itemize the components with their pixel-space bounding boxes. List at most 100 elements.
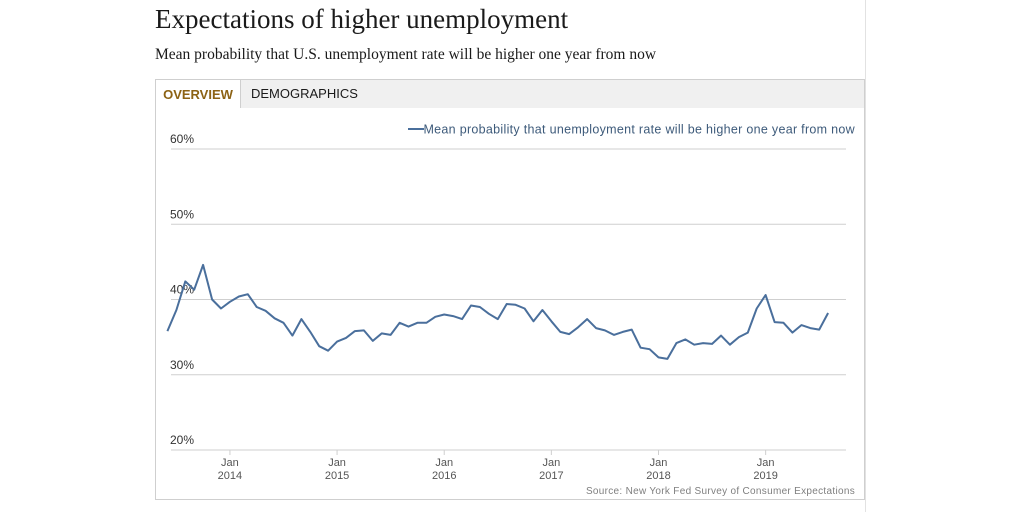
- data-point[interactable]: [583, 315, 591, 323]
- tab-demographics[interactable]: DEMOGRAPHICS: [251, 86, 358, 101]
- data-point[interactable]: [199, 261, 207, 269]
- data-point[interactable]: [663, 355, 671, 363]
- data-point[interactable]: [440, 311, 448, 319]
- y-tick-label: 20%: [170, 433, 194, 447]
- data-point[interactable]: [306, 328, 314, 336]
- chart-source: Source: New York Fed Survey of Consumer …: [586, 486, 855, 497]
- data-point[interactable]: [351, 327, 359, 335]
- data-point[interactable]: [485, 310, 493, 318]
- data-point[interactable]: [431, 313, 439, 321]
- data-point[interactable]: [530, 317, 538, 325]
- data-point[interactable]: [315, 342, 323, 350]
- data-point[interactable]: [708, 340, 716, 348]
- data-point[interactable]: [271, 314, 279, 322]
- data-point[interactable]: [610, 331, 618, 339]
- data-point[interactable]: [637, 344, 645, 352]
- data-point[interactable]: [646, 345, 654, 353]
- x-tick-label-year: 2019: [753, 470, 777, 482]
- x-tick-label-year: 2016: [432, 470, 456, 482]
- data-point[interactable]: [503, 300, 511, 308]
- data-point[interactable]: [217, 305, 225, 313]
- data-point[interactable]: [574, 323, 582, 331]
- data-point[interactable]: [717, 332, 725, 340]
- data-point[interactable]: [422, 319, 430, 327]
- y-tick-label: 30%: [170, 358, 194, 372]
- data-point[interactable]: [163, 327, 171, 335]
- y-tick-label: 50%: [170, 207, 194, 221]
- data-point[interactable]: [476, 303, 484, 311]
- data-point[interactable]: [762, 291, 770, 299]
- x-tick-label-year: 2015: [325, 470, 349, 482]
- data-point[interactable]: [601, 326, 609, 334]
- data-point[interactable]: [458, 315, 466, 323]
- x-tick-label-month: Jan: [757, 457, 775, 469]
- data-point[interactable]: [690, 341, 698, 349]
- data-point[interactable]: [824, 309, 832, 317]
- series-group: [163, 261, 832, 363]
- data-point[interactable]: [538, 306, 546, 314]
- data-point[interactable]: [547, 317, 555, 325]
- data-point[interactable]: [681, 335, 689, 343]
- line-chart: Mean probability that unemployment rate …: [163, 123, 855, 497]
- data-point[interactable]: [253, 303, 261, 311]
- data-point[interactable]: [753, 305, 761, 313]
- data-point[interactable]: [387, 331, 395, 339]
- tab-overview[interactable]: OVERVIEW: [155, 79, 241, 110]
- data-point[interactable]: [556, 328, 564, 336]
- data-point[interactable]: [244, 290, 252, 298]
- data-point[interactable]: [512, 301, 520, 309]
- data-point[interactable]: [592, 324, 600, 332]
- data-point[interactable]: [324, 347, 332, 355]
- data-point[interactable]: [744, 329, 752, 337]
- data-point[interactable]: [181, 277, 189, 285]
- data-point[interactable]: [449, 312, 457, 320]
- tab-bar: OVERVIEW DEMOGRAPHICS: [155, 79, 865, 110]
- data-point[interactable]: [297, 315, 305, 323]
- data-point[interactable]: [369, 337, 377, 345]
- data-point[interactable]: [208, 296, 216, 304]
- data-point[interactable]: [342, 334, 350, 342]
- data-point[interactable]: [735, 333, 743, 341]
- y-tick-label: 60%: [170, 132, 194, 146]
- data-point[interactable]: [413, 319, 421, 327]
- data-point[interactable]: [726, 341, 734, 349]
- data-point[interactable]: [262, 307, 270, 315]
- data-point[interactable]: [815, 326, 823, 334]
- data-point[interactable]: [655, 353, 663, 361]
- page-title: Expectations of higher unemployment: [155, 4, 569, 34]
- data-point[interactable]: [190, 286, 198, 294]
- data-point[interactable]: [699, 339, 707, 347]
- data-point[interactable]: [333, 338, 341, 346]
- data-point[interactable]: [467, 302, 475, 310]
- data-point[interactable]: [771, 318, 779, 326]
- data-point[interactable]: [780, 319, 788, 327]
- x-tick-label-year: 2014: [218, 470, 242, 482]
- chart-panel: Mean probability that unemployment rate …: [155, 108, 865, 500]
- data-point[interactable]: [797, 321, 805, 329]
- data-point[interactable]: [280, 319, 288, 327]
- y-axis-ticks: 20%30%40%50%60%: [170, 132, 194, 447]
- data-point[interactable]: [405, 323, 413, 331]
- data-point[interactable]: [619, 328, 627, 336]
- data-point[interactable]: [628, 326, 636, 334]
- gridlines: [171, 148, 846, 451]
- x-tick-label-year: 2017: [539, 470, 563, 482]
- data-point[interactable]: [788, 329, 796, 337]
- data-point[interactable]: [565, 330, 573, 338]
- legend-label: Mean probability that unemployment rate …: [423, 123, 855, 137]
- data-point[interactable]: [288, 332, 296, 340]
- x-tick-label-month: Jan: [650, 457, 668, 469]
- x-tick-label-month: Jan: [542, 457, 560, 469]
- data-point[interactable]: [521, 305, 529, 313]
- data-point[interactable]: [494, 315, 502, 323]
- data-point[interactable]: [396, 319, 404, 327]
- data-point[interactable]: [235, 293, 243, 301]
- x-tick-label-year: 2018: [646, 470, 670, 482]
- data-point[interactable]: [360, 326, 368, 334]
- data-point[interactable]: [806, 324, 814, 332]
- data-point[interactable]: [172, 306, 180, 314]
- page-right-border: [865, 0, 866, 512]
- data-point[interactable]: [378, 329, 386, 337]
- data-point[interactable]: [226, 298, 234, 306]
- data-point[interactable]: [672, 339, 680, 347]
